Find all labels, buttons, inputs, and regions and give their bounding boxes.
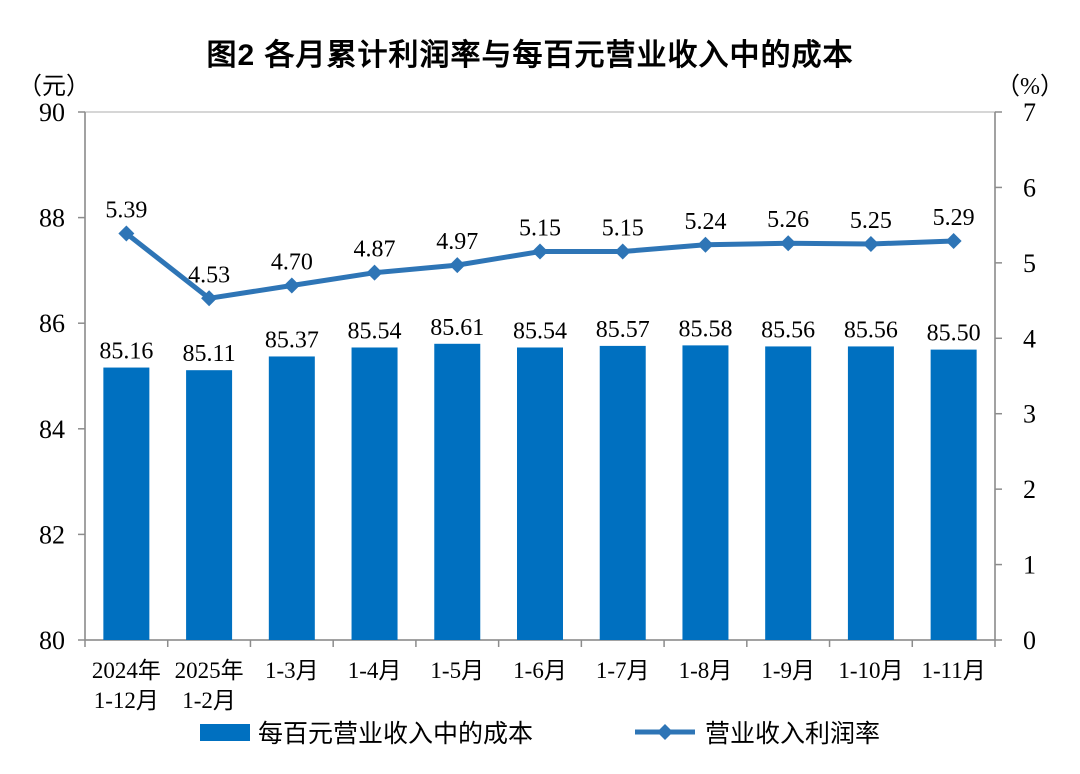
line-value-label: 5.25 bbox=[850, 208, 892, 234]
line-marker bbox=[283, 277, 300, 294]
right-axis-unit: （%） bbox=[996, 74, 1064, 100]
line-path bbox=[123, 230, 957, 301]
bar bbox=[930, 349, 977, 640]
right-tick-label: 0 bbox=[1023, 626, 1036, 655]
left-tick-label: 88 bbox=[39, 204, 65, 233]
legend-item-profit: 营业收入利润率 bbox=[633, 714, 880, 750]
left-tick-label: 84 bbox=[39, 415, 65, 444]
bar-value-label: 85.37 bbox=[265, 327, 319, 353]
bar bbox=[103, 367, 150, 640]
x-category-label: 2024年 1-12月 bbox=[92, 658, 161, 713]
x-category-label: 1-10月 bbox=[838, 658, 903, 683]
x-category-label: 1-5月 bbox=[430, 658, 484, 683]
bar-value-label: 85.56 bbox=[761, 317, 815, 343]
bar-value-label: 85.58 bbox=[678, 316, 732, 342]
line-swatch-diamond bbox=[657, 724, 673, 740]
x-axis-ticks bbox=[84, 640, 996, 647]
line-marker bbox=[449, 257, 466, 274]
right-tick-label: 6 bbox=[1023, 173, 1036, 202]
bar-value-label: 85.57 bbox=[596, 317, 650, 343]
line-series: 5.39 4.53 4.70 4.87 4.97 5.15 5.15 5.24 5.26 5.25… bbox=[105, 197, 975, 307]
line-marker bbox=[697, 236, 714, 253]
x-category-label: 1-6月 bbox=[513, 658, 567, 683]
x-category-label: 1-8月 bbox=[679, 658, 733, 683]
line-marker bbox=[532, 243, 548, 260]
line-value-label: 5.15 bbox=[602, 216, 644, 242]
bar bbox=[517, 347, 563, 640]
bar bbox=[682, 345, 729, 640]
bar-value-label: 85.50 bbox=[927, 321, 981, 347]
line-marker bbox=[780, 235, 797, 252]
right-tick-label: 7 bbox=[1023, 98, 1036, 127]
line-value-label: 5.15 bbox=[519, 216, 561, 242]
left-axis-ticks: 90 88 86 84 82 80 bbox=[39, 98, 85, 655]
line-value-label: 5.24 bbox=[684, 209, 726, 235]
chart-title: 图2 各月累计利润率与每百元营业收入中的成本 bbox=[206, 39, 854, 72]
legend-label-profit: 营业收入利润率 bbox=[705, 721, 881, 748]
x-category-labels: 2024年 1-12月 2025年 1-2月 1-3月 1-4月 1-5月 1-6月 1-7月 1… bbox=[92, 658, 986, 713]
legend-label-cost: 每百元营业收入中的成本 bbox=[257, 721, 533, 748]
line-marker bbox=[862, 236, 879, 252]
bar-value-label: 85.61 bbox=[430, 315, 484, 341]
right-tick-label: 1 bbox=[1023, 551, 1036, 580]
bar bbox=[599, 345, 646, 640]
left-axis-unit: （元） bbox=[18, 74, 90, 100]
line-value-label: 5.26 bbox=[767, 207, 809, 233]
left-tick-label: 86 bbox=[39, 309, 65, 338]
line-marker bbox=[614, 243, 631, 260]
line-marker bbox=[201, 290, 218, 307]
x-category-label: 1-4月 bbox=[348, 658, 402, 683]
x-category-label: 1-3月 bbox=[265, 658, 319, 683]
x-category-label: 2025年 1-2月 bbox=[175, 658, 244, 713]
x-category-label: 1-7月 bbox=[596, 658, 650, 683]
bar-value-label: 85.54 bbox=[348, 318, 402, 344]
right-tick-label: 4 bbox=[1023, 324, 1036, 353]
bar-value-labels: 85.16 85.11 85.37 85.54 85.61 85.54 85.57 85.58… bbox=[99, 315, 980, 367]
left-tick-label: 90 bbox=[39, 98, 65, 127]
bar bbox=[765, 346, 812, 640]
left-tick-label: 80 bbox=[39, 626, 65, 655]
line-marker bbox=[945, 232, 962, 249]
x-category-label: 1-11月 bbox=[921, 658, 985, 683]
bar bbox=[847, 346, 894, 640]
bar bbox=[186, 370, 233, 640]
x-category-label: 1-9月 bbox=[761, 658, 815, 683]
line-value-label: 5.39 bbox=[105, 197, 147, 223]
left-tick-label: 82 bbox=[39, 520, 65, 549]
bar-value-label: 85.54 bbox=[513, 318, 567, 344]
legend-item-cost: 每百元营业收入中的成本 bbox=[199, 714, 533, 750]
bar bbox=[268, 356, 315, 640]
line-swatch bbox=[635, 724, 695, 740]
bar-series bbox=[103, 343, 977, 640]
right-axis-ticks: 7 6 5 4 3 2 1 0 bbox=[995, 98, 1036, 655]
bar-value-label: 85.16 bbox=[99, 339, 153, 365]
line-value-label: 4.97 bbox=[436, 229, 478, 255]
bar-swatch bbox=[199, 723, 250, 741]
line-marker bbox=[118, 225, 135, 242]
line-value-label: 4.87 bbox=[354, 237, 396, 263]
bar bbox=[351, 347, 398, 640]
bar bbox=[434, 343, 481, 640]
right-tick-label: 2 bbox=[1023, 475, 1036, 504]
bar-value-label: 85.56 bbox=[844, 317, 898, 343]
line-marker bbox=[366, 264, 383, 281]
line-value-label: 4.70 bbox=[271, 249, 313, 275]
bar-value-label: 85.11 bbox=[183, 341, 236, 367]
line-value-label: 4.53 bbox=[188, 262, 230, 288]
right-tick-label: 3 bbox=[1023, 400, 1036, 429]
right-tick-label: 5 bbox=[1023, 249, 1036, 278]
legend: 每百元营业收入中的成本 营业收入利润率 bbox=[0, 714, 1080, 750]
line-value-label: 5.29 bbox=[933, 205, 975, 231]
